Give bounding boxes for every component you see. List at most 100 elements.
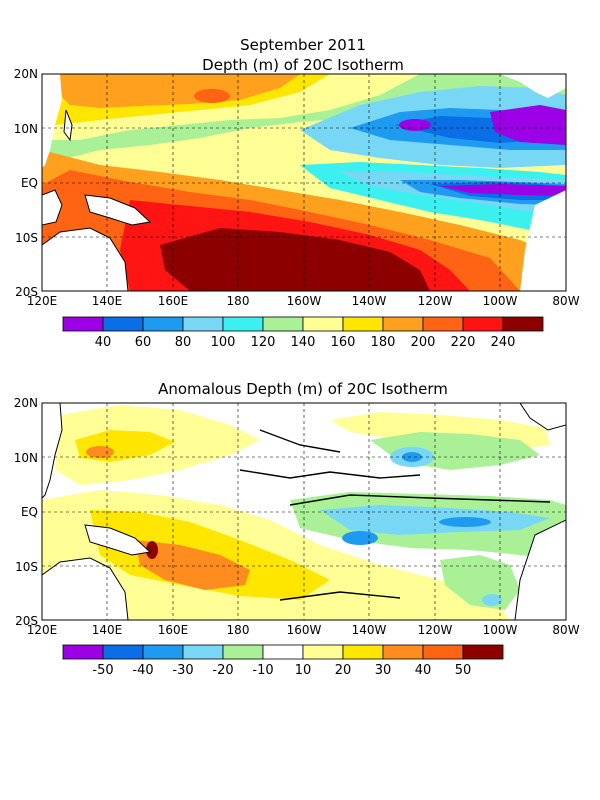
bottom-lon-label: 140E <box>92 623 123 637</box>
top-colorbar-swatch <box>142 316 184 332</box>
bottom-map-frame <box>41 402 567 621</box>
bottom-land-southamerica <box>514 519 566 620</box>
bottom-lon-labels: 120E 140E 160E 180 160W 140W 120W 100W 8… <box>27 623 580 637</box>
bottom-colorbar-labels: -50 -40 -30 -20 -10 10 20 30 40 50 <box>92 663 471 678</box>
top-lat-label: EQ <box>21 176 38 190</box>
top-colorbar-label: 120 <box>251 335 276 350</box>
top-land-americas <box>500 74 566 98</box>
bottom-colorbar-swatch <box>382 644 424 660</box>
top-land-australia <box>42 227 129 291</box>
top-colorbar-label: 140 <box>291 335 316 350</box>
top-lat-label: 20N <box>14 67 38 81</box>
top-contour-north-redorange <box>194 89 230 103</box>
bottom-lat-label: 20S <box>15 614 38 628</box>
bottom-colorbar-swatch <box>462 644 504 660</box>
bottom-colorbar-swatch <box>222 644 264 660</box>
top-map-frame <box>41 73 567 292</box>
top-colorbar-label: 60 <box>135 335 152 350</box>
bottom-lon-label: 180 <box>227 623 250 637</box>
bottom-lon-label: 120E <box>27 623 58 637</box>
top-land-southamerica <box>520 190 566 291</box>
top-colorbar-swatch <box>262 316 304 332</box>
bottom-anom-sw-orange <box>135 540 250 590</box>
bottom-land-australia <box>42 557 129 620</box>
bottom-colorbar-label: -30 <box>172 663 193 678</box>
top-lon-labels: 120E 140E 160E 180 160W 140W 120W 100W 8… <box>27 294 580 308</box>
top-colorbar-swatch <box>182 316 224 332</box>
bottom-anom-se-skyblue <box>482 594 502 606</box>
bottom-lat-labels: 20N 10N EQ 10S 20S <box>14 396 38 628</box>
top-title-line1: September 2011 <box>240 36 366 54</box>
bottom-anom-north-orange <box>86 446 114 458</box>
bottom-lon-label: 160E <box>158 623 189 637</box>
bottom-colorbar-label: -40 <box>132 663 153 678</box>
top-colorbar-swatch <box>62 316 104 332</box>
bottom-colorbar-swatch <box>422 644 464 660</box>
top-colorbar-label: 220 <box>451 335 476 350</box>
bottom-lon-label: 120W <box>418 623 453 637</box>
top-colorbar-label: 200 <box>411 335 436 350</box>
top-lon-label: 120E <box>27 294 58 308</box>
top-lat-labels: 20N 10N EQ 10S 20S <box>14 67 38 299</box>
top-colorbar-swatch <box>102 316 144 332</box>
bottom-colorbar-label: 40 <box>415 663 432 678</box>
bottom-gridlines <box>42 403 566 620</box>
bottom-colorbar-swatch <box>182 644 224 660</box>
bottom-lon-label: 100W <box>483 623 518 637</box>
bottom-colorbar-swatch <box>302 644 344 660</box>
bottom-lat-label: 10S <box>15 560 38 574</box>
bottom-land-newguinea <box>84 524 152 556</box>
bottom-land-northamerica <box>519 403 566 431</box>
bottom-anom-eq-blue <box>342 531 378 545</box>
top-contour-south-darkred <box>160 228 430 291</box>
bottom-colorbar-swatch <box>342 644 384 660</box>
top-contour-north-orange <box>60 74 300 108</box>
top-colorbar-swatch <box>302 316 344 332</box>
top-colorbar-label: 240 <box>491 335 516 350</box>
bottom-anom-sw-darkred <box>146 541 158 559</box>
bottom-lat-label: 10N <box>14 451 38 465</box>
bottom-colorbar-swatch <box>142 644 184 660</box>
bottom-lon-label: 140W <box>352 623 387 637</box>
top-land-asia <box>42 74 62 168</box>
bottom-colorbar-label: 20 <box>335 663 352 678</box>
top-lat-label: 10N <box>14 122 38 136</box>
top-land-newguinea <box>84 194 152 226</box>
bottom-colorbar-swatch <box>262 644 304 660</box>
top-lat-label: 20S <box>15 285 38 299</box>
bottom-colorbar-swatch <box>62 644 104 660</box>
bottom-colorbar-label: 30 <box>375 663 392 678</box>
top-colorbar <box>62 316 544 332</box>
bottom-map <box>42 403 566 620</box>
bottom-lat-label: EQ <box>21 505 38 519</box>
top-colorbar-label: 180 <box>371 335 396 350</box>
top-land-philippines <box>63 109 73 142</box>
top-lon-label: 160E <box>158 294 189 308</box>
bottom-colorbar <box>62 644 504 660</box>
top-colorbar-label: 100 <box>211 335 236 350</box>
bottom-anom-ne-blue <box>402 452 422 462</box>
top-map <box>42 74 566 291</box>
top-lon-label: 100W <box>483 294 518 308</box>
bottom-colorbar-label: 50 <box>455 663 472 678</box>
top-lon-label: 80W <box>552 294 579 308</box>
bottom-colorbar-label: -20 <box>212 663 233 678</box>
top-colorbar-label: 40 <box>95 335 112 350</box>
bottom-contour-lines <box>239 429 551 601</box>
top-land-borneo <box>42 189 63 226</box>
top-colorbar-swatch <box>502 316 544 332</box>
top-colorbar-swatch <box>342 316 384 332</box>
top-contour-ne-purple-small <box>399 119 431 131</box>
top-colorbar-swatch <box>382 316 424 332</box>
bottom-colorbar-label: -50 <box>92 663 113 678</box>
top-lon-label: 140W <box>352 294 387 308</box>
top-lat-label: 10S <box>15 231 38 245</box>
bottom-title: Anomalous Depth (m) of 20C Isotherm <box>158 380 448 398</box>
top-contour-ne-purple <box>490 105 566 145</box>
top-colorbar-swatch <box>222 316 264 332</box>
top-contour-eq-purple <box>440 184 566 196</box>
top-lon-label: 140E <box>92 294 123 308</box>
top-colorbar-swatch <box>422 316 464 332</box>
top-gridlines <box>42 74 566 291</box>
bottom-colorbar-swatch <box>102 644 144 660</box>
